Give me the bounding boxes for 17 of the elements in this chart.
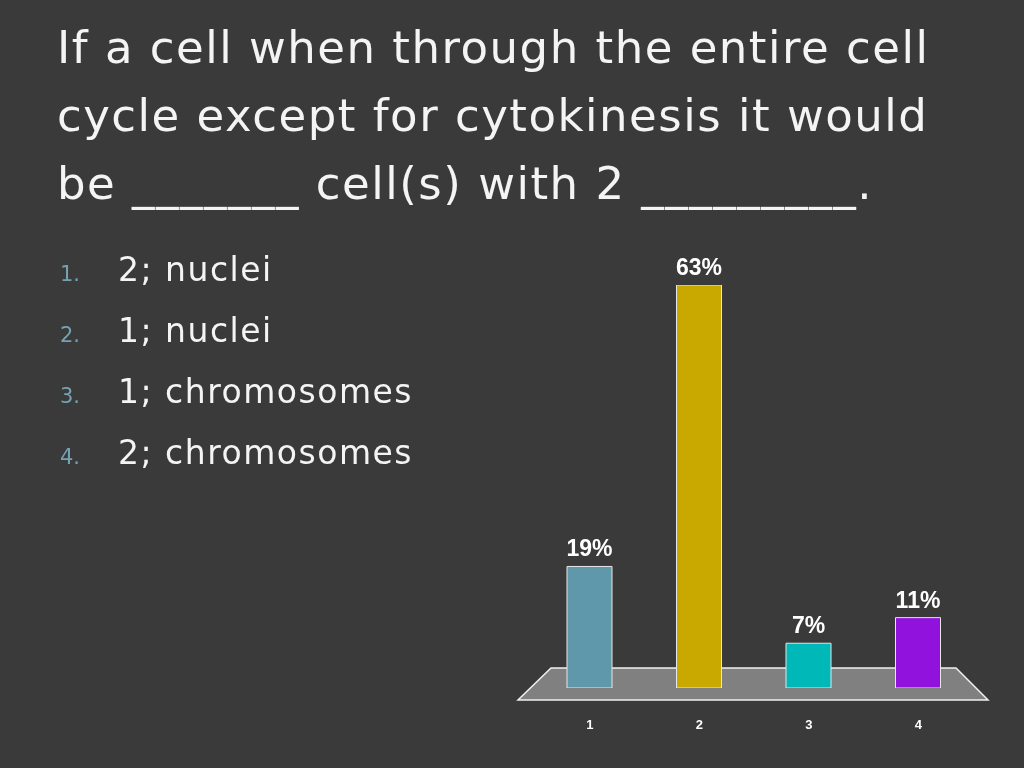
x-tick-label: 1	[586, 717, 594, 733]
data-label: 63%	[675, 254, 723, 280]
x-tick-label: 3	[805, 717, 813, 733]
bar	[676, 285, 722, 688]
bar	[785, 642, 832, 688]
text: 3. 1; chromosomes	[60, 372, 414, 411]
data-label: 19%	[566, 535, 613, 562]
data-label: 11%	[895, 586, 941, 613]
chart-title: If a cell when through the entire cell cycle except for cytokinesis it would be _______ cell(s) with 2 _________.	[57, 20, 931, 212]
text: 4. 2; chromosomes	[60, 433, 414, 472]
bar	[566, 565, 613, 688]
text: 1. 2; nuclei	[60, 250, 273, 289]
x-tick-label: 2	[695, 717, 703, 733]
bar	[895, 617, 941, 688]
x-tick-label: 4	[914, 717, 923, 733]
data-label: 7%	[791, 612, 826, 639]
text: 2. 1; nuclei	[60, 311, 273, 350]
